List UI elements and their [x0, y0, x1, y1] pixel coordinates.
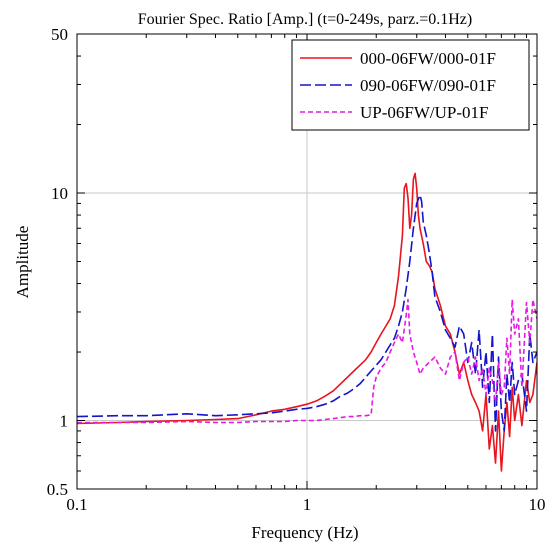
series-line-3	[77, 298, 537, 424]
axis-ticks: 0.1 1 10 0.5 1 10 50	[47, 25, 546, 514]
chart-title: Fourier Spec. Ratio [Amp.] (t=0-249s, pa…	[138, 11, 472, 28]
y-tick-label: 50	[51, 25, 68, 44]
x-axis-label: Frequency (Hz)	[251, 523, 358, 542]
y-tick-label: 1	[60, 412, 69, 431]
y-axis-label: Amplitude	[13, 226, 32, 299]
x-tick-label: 0.1	[66, 495, 87, 514]
legend-label-3: UP-06FW/UP-01F	[360, 103, 488, 122]
series-line-2	[77, 194, 537, 432]
legend-label-2: 090-06FW/090-01F	[360, 76, 496, 95]
y-tick-label: 0.5	[47, 480, 68, 499]
x-tick-label: 10	[529, 495, 546, 514]
series-group	[77, 172, 537, 472]
x-tick-label: 1	[303, 495, 312, 514]
legend-label-1: 000-06FW/000-01F	[360, 49, 496, 68]
y-tick-label: 10	[51, 184, 68, 203]
legend: 000-06FW/000-01F 090-06FW/090-01F UP-06FW/…	[291, 39, 530, 131]
